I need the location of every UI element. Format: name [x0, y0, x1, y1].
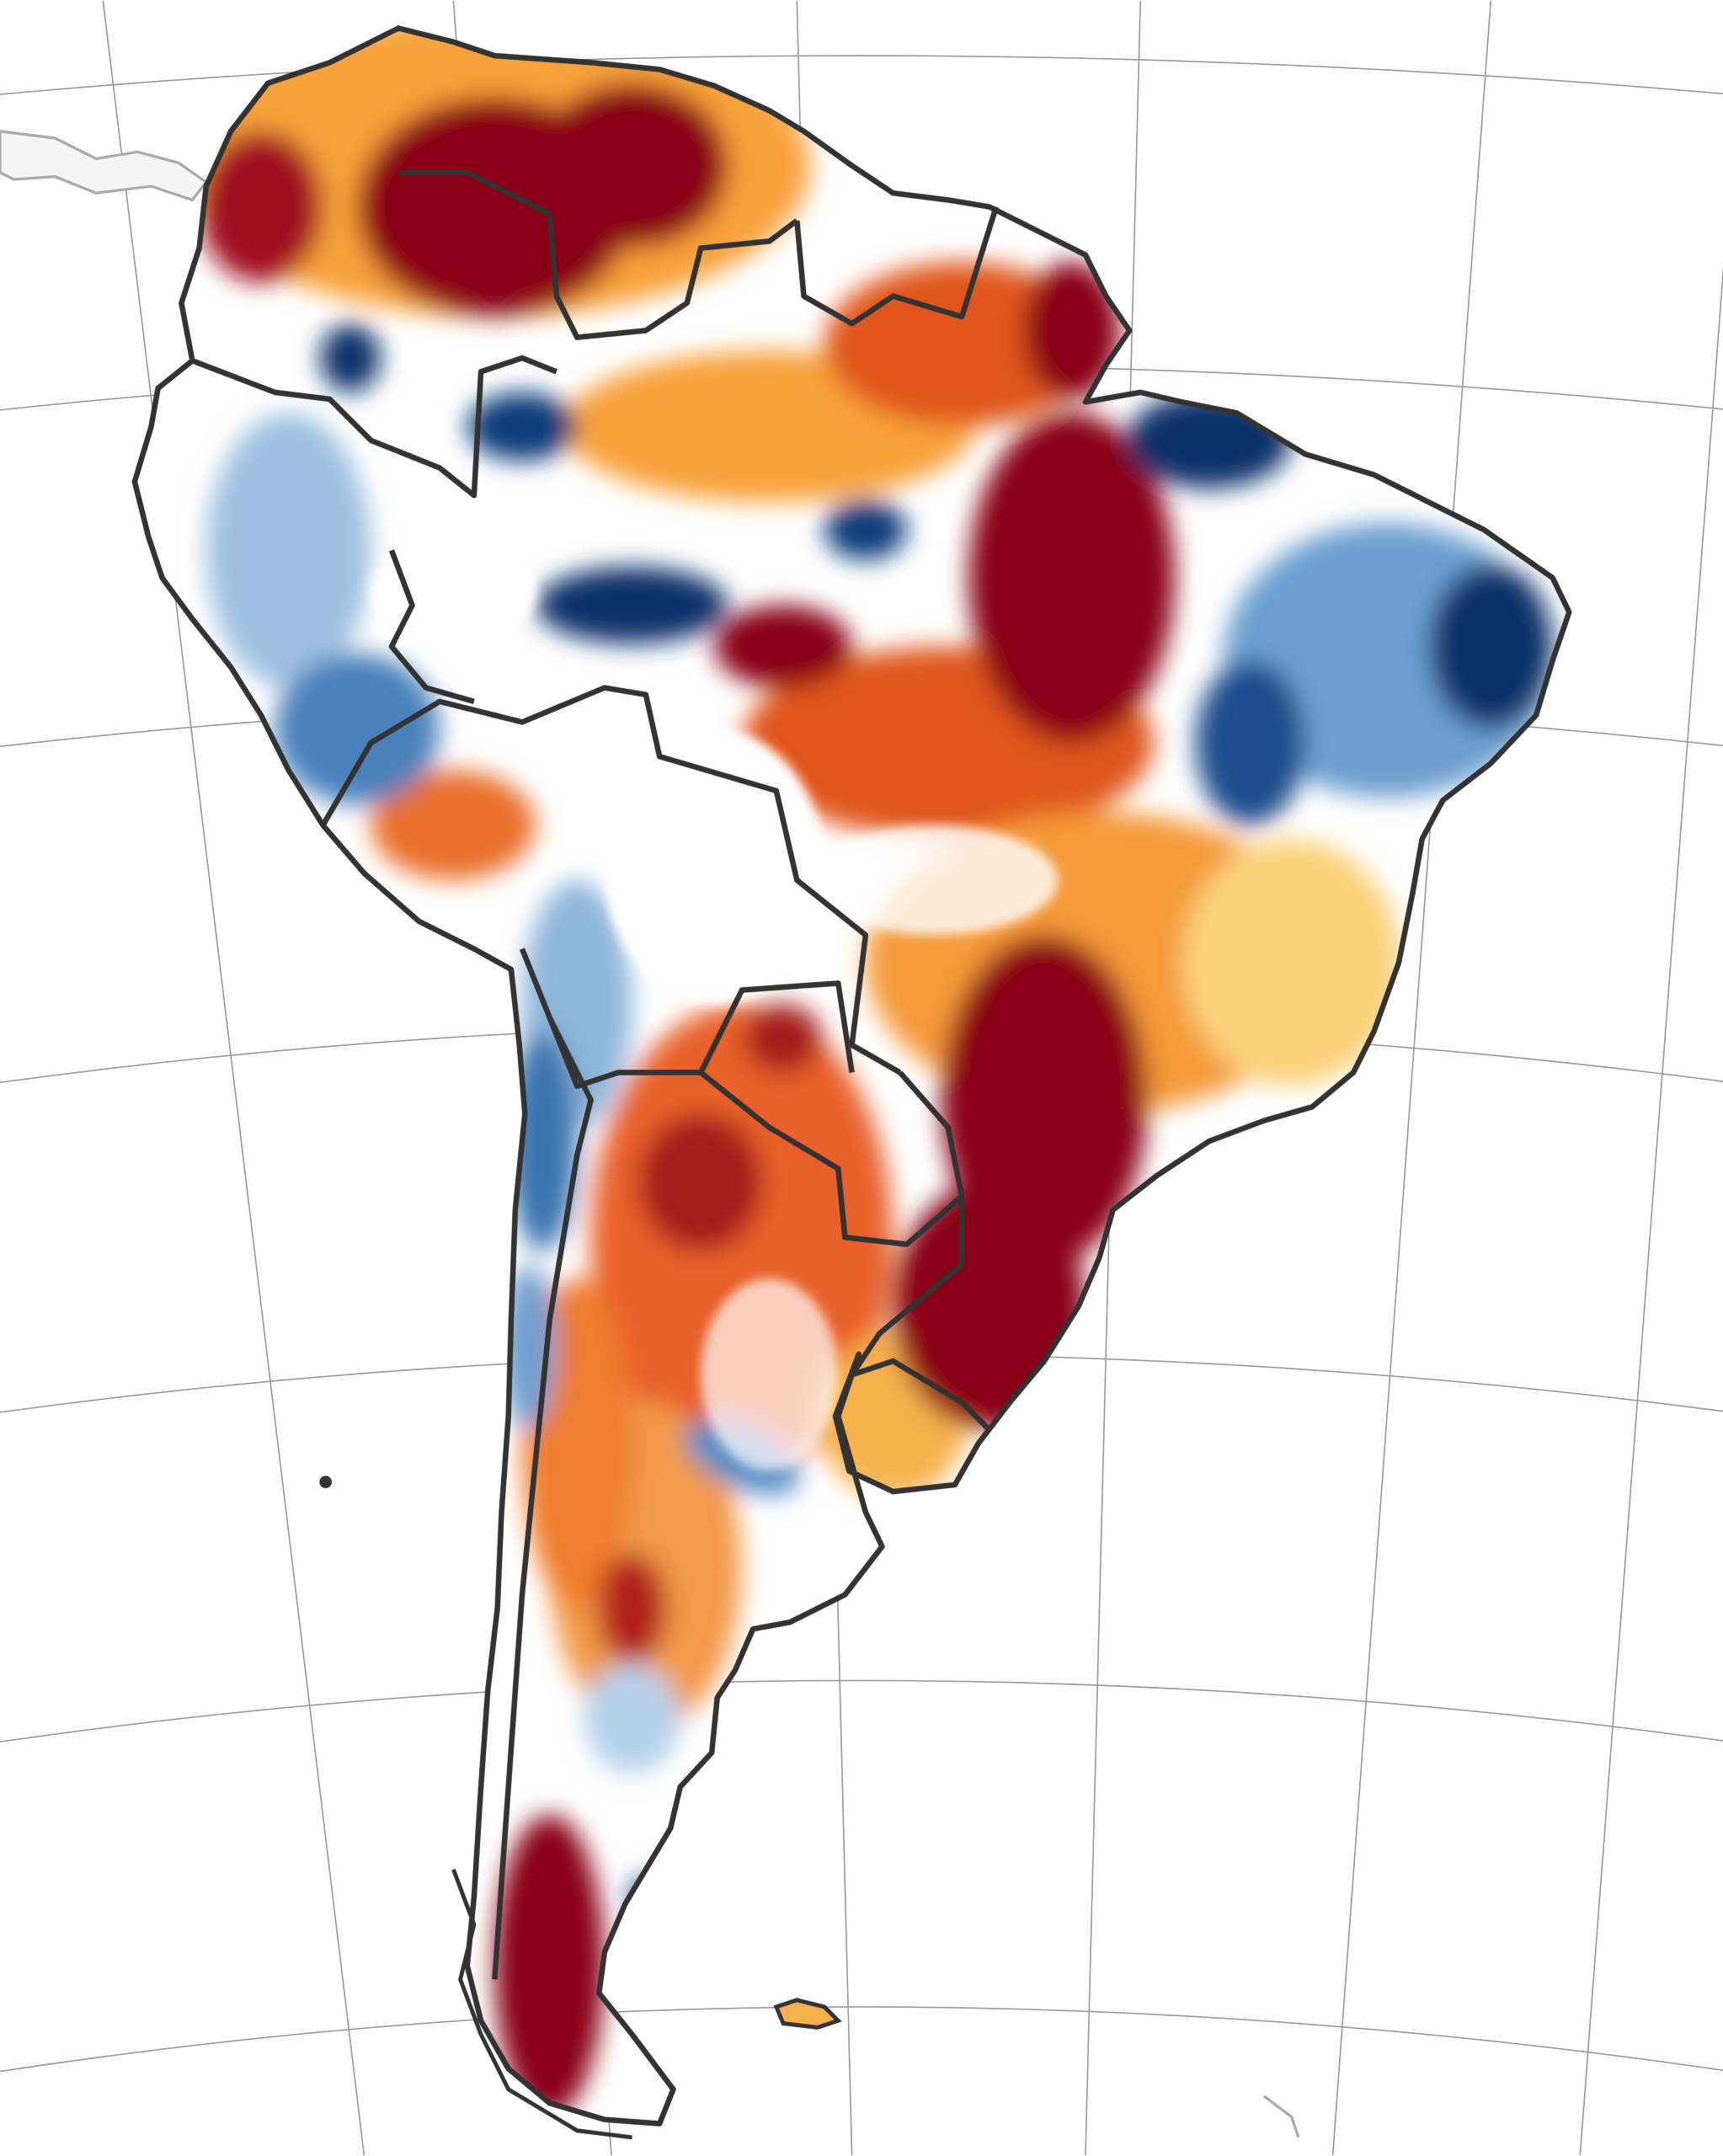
border-colombia-peru — [191, 355, 558, 499]
islands — [319, 1476, 842, 2140]
border-peru-bolivia-brazil — [320, 685, 902, 1075]
borders — [135, 28, 1569, 2123]
anomaly-field — [134, 28, 1570, 2124]
border-uruguay — [849, 1196, 992, 1432]
south-georgia — [1263, 2095, 1300, 2138]
border-venezuela — [398, 169, 799, 340]
border-chile-argentina — [492, 1016, 594, 1980]
anomaly-blobs — [179, 28, 1553, 2117]
border-guianas — [794, 205, 1000, 327]
anomaly-white-zones — [371, 536, 1059, 1471]
border-peru-west — [388, 549, 475, 705]
border-paraguay — [699, 1070, 965, 1247]
